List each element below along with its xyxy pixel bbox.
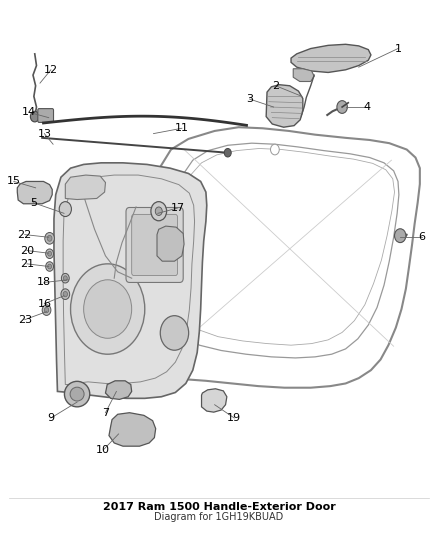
- Ellipse shape: [70, 387, 84, 401]
- Text: Diagram for 1GH19KBUAD: Diagram for 1GH19KBUAD: [154, 512, 284, 522]
- Circle shape: [44, 308, 49, 313]
- Text: 9: 9: [47, 413, 54, 423]
- Circle shape: [59, 201, 71, 216]
- Polygon shape: [54, 163, 207, 398]
- Circle shape: [337, 101, 347, 114]
- Circle shape: [61, 273, 69, 283]
- Text: 20: 20: [20, 246, 34, 255]
- Ellipse shape: [64, 381, 90, 407]
- Circle shape: [46, 249, 53, 259]
- Polygon shape: [65, 175, 106, 199]
- Circle shape: [63, 292, 67, 297]
- Circle shape: [71, 264, 145, 354]
- Circle shape: [151, 201, 166, 221]
- Text: 22: 22: [18, 230, 32, 240]
- Circle shape: [45, 232, 54, 244]
- Polygon shape: [293, 69, 314, 82]
- Text: 18: 18: [37, 278, 51, 287]
- Text: 14: 14: [22, 107, 36, 117]
- Polygon shape: [157, 226, 184, 261]
- Circle shape: [84, 280, 132, 338]
- Circle shape: [46, 262, 53, 271]
- Text: 3: 3: [246, 94, 253, 104]
- Circle shape: [61, 289, 70, 300]
- Text: 6: 6: [419, 232, 426, 243]
- Ellipse shape: [160, 316, 189, 350]
- Circle shape: [30, 111, 39, 122]
- Polygon shape: [201, 389, 227, 412]
- Circle shape: [42, 305, 51, 316]
- Text: 15: 15: [7, 176, 21, 187]
- Text: 2: 2: [272, 81, 279, 91]
- Text: 12: 12: [44, 65, 58, 75]
- Text: 13: 13: [37, 128, 51, 139]
- FancyBboxPatch shape: [38, 109, 53, 123]
- Text: 10: 10: [96, 445, 110, 455]
- Text: 23: 23: [18, 314, 32, 325]
- Text: 7: 7: [102, 408, 109, 418]
- Circle shape: [271, 144, 279, 155]
- Circle shape: [395, 229, 406, 243]
- Text: 11: 11: [175, 123, 189, 133]
- Circle shape: [155, 207, 162, 215]
- FancyBboxPatch shape: [132, 214, 177, 276]
- Polygon shape: [106, 381, 132, 399]
- Circle shape: [48, 264, 52, 269]
- Text: 1: 1: [395, 44, 402, 53]
- Text: 5: 5: [30, 198, 37, 208]
- Circle shape: [47, 236, 52, 241]
- Text: 4: 4: [364, 102, 371, 112]
- Circle shape: [224, 149, 231, 157]
- Text: 2017 Ram 1500 Handle-Exterior Door: 2017 Ram 1500 Handle-Exterior Door: [102, 502, 336, 512]
- FancyBboxPatch shape: [126, 207, 183, 282]
- Circle shape: [64, 276, 67, 280]
- Polygon shape: [291, 44, 371, 72]
- Circle shape: [48, 252, 52, 256]
- Text: 21: 21: [20, 259, 34, 269]
- Polygon shape: [17, 181, 52, 204]
- Polygon shape: [266, 85, 303, 127]
- Text: 17: 17: [170, 203, 184, 213]
- Text: 19: 19: [227, 413, 241, 423]
- Text: 16: 16: [37, 298, 51, 309]
- Polygon shape: [109, 413, 155, 446]
